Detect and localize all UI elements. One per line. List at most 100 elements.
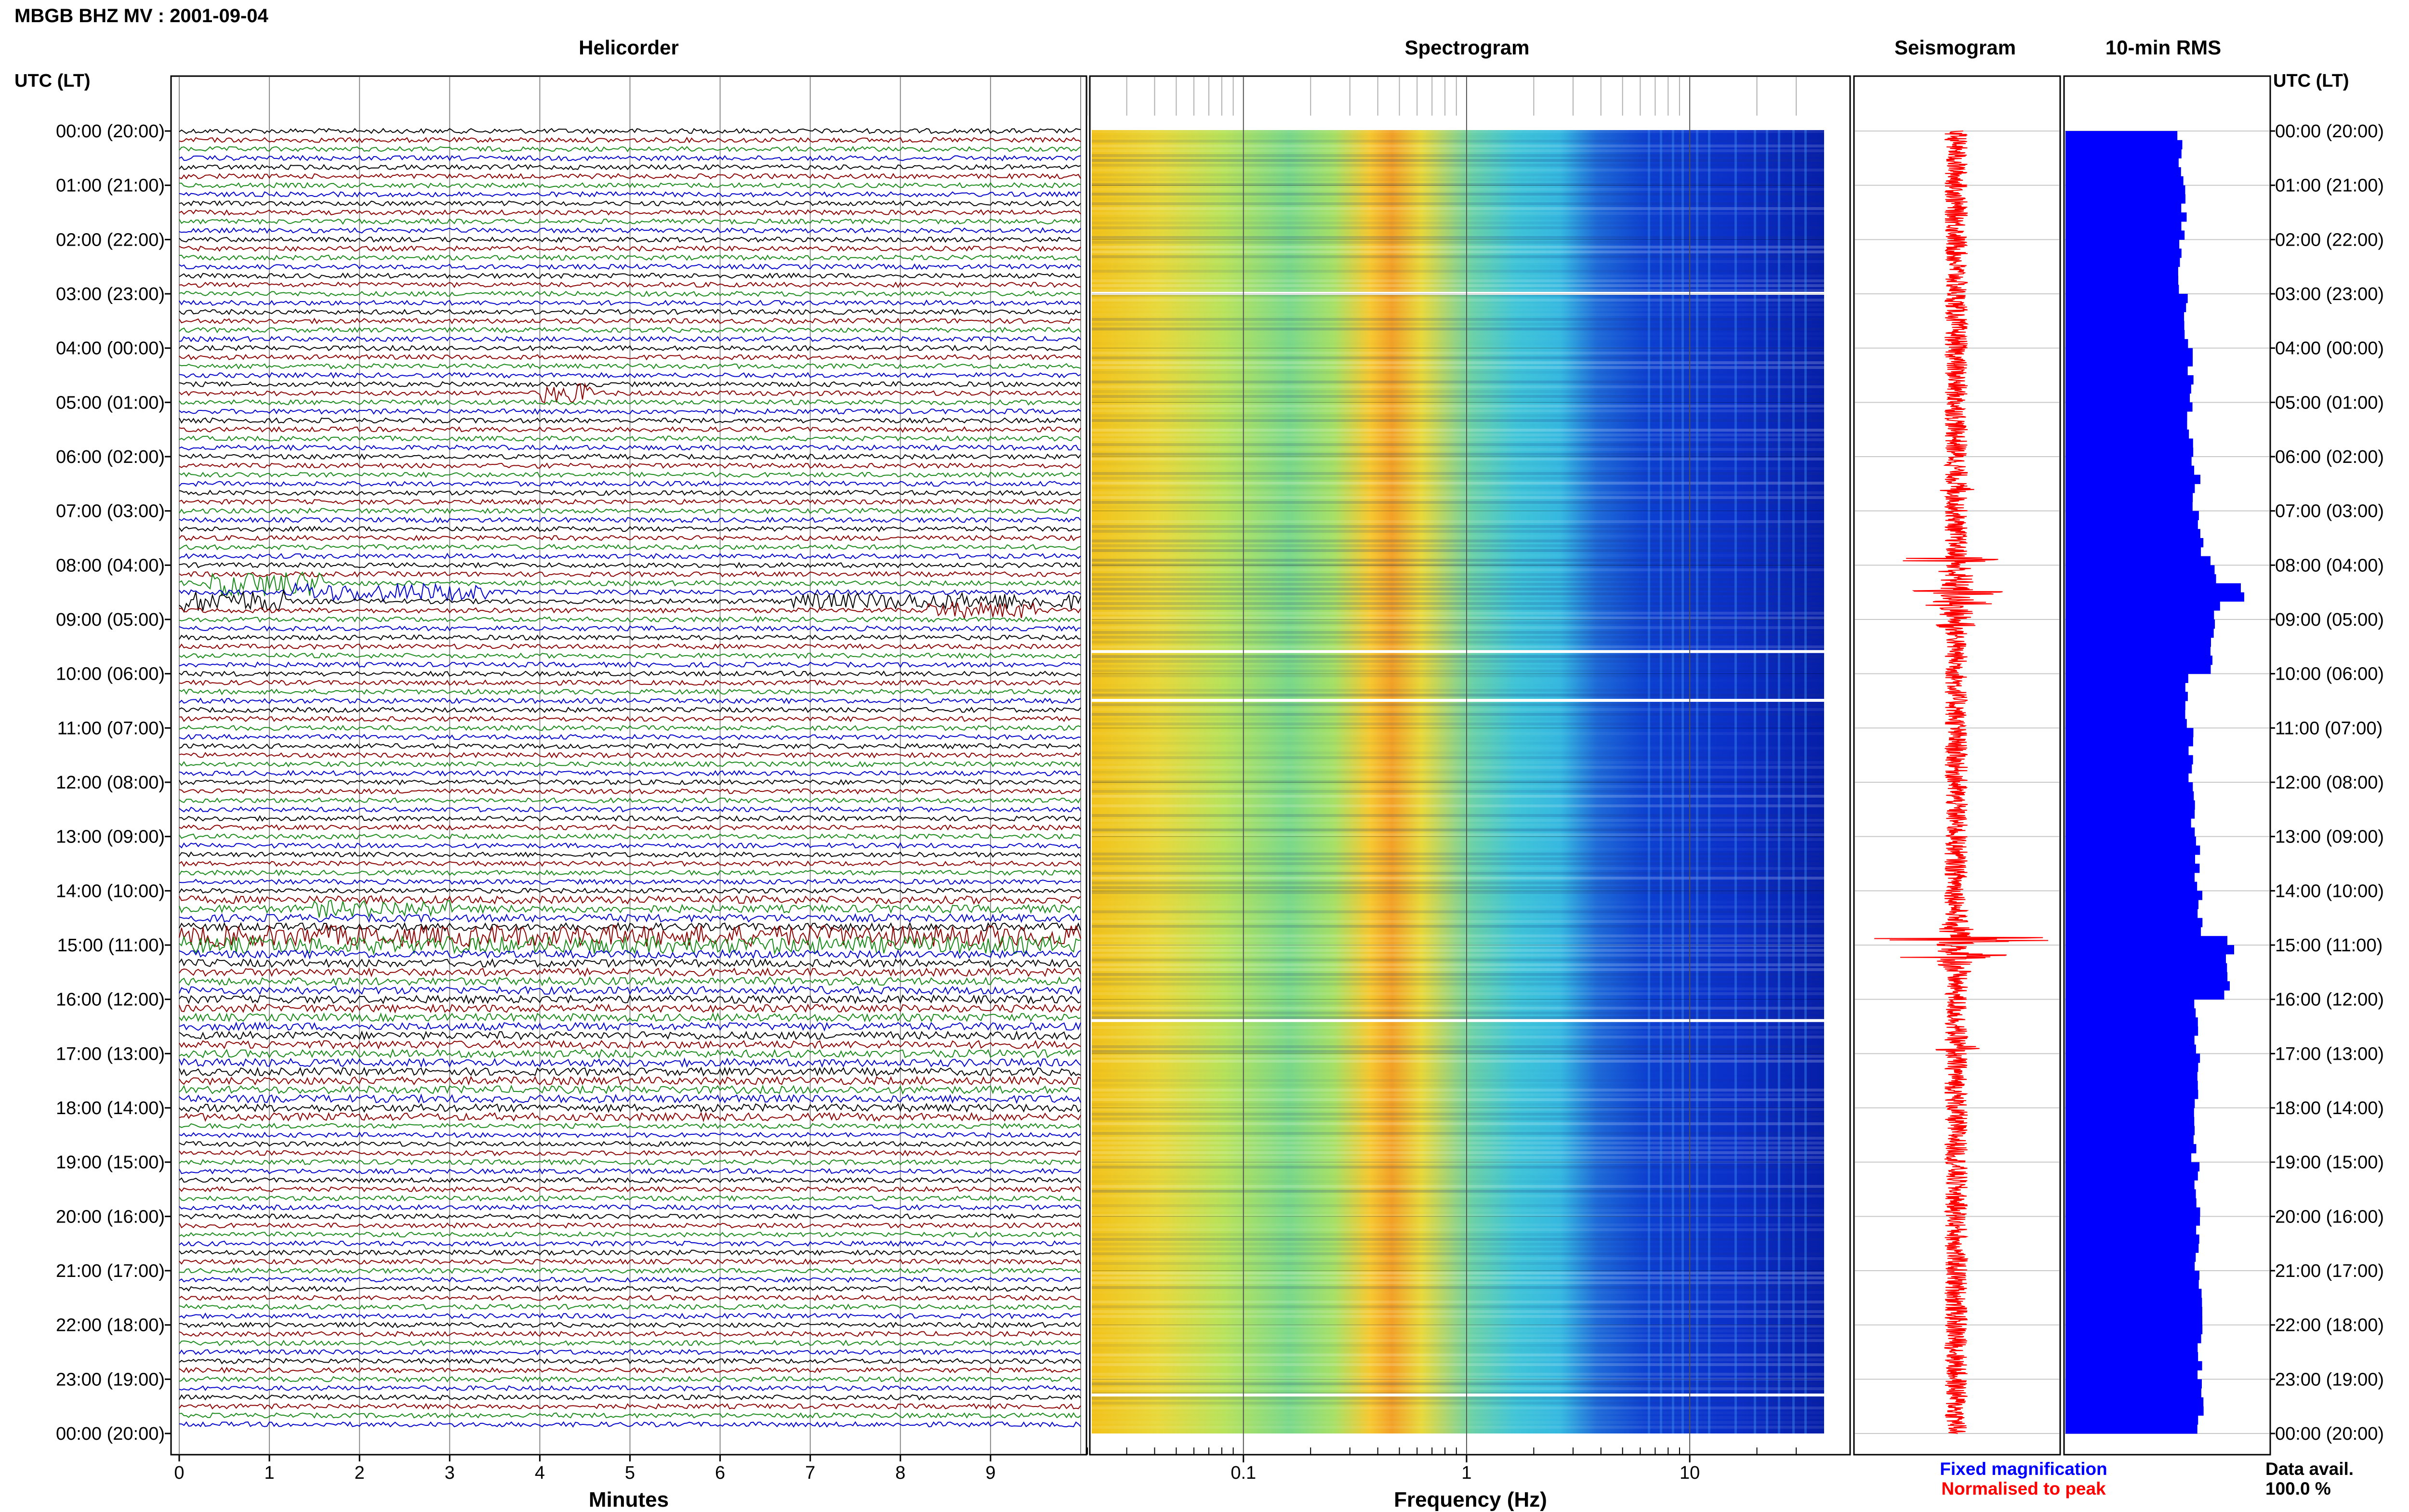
spectrogram-row	[1092, 968, 1824, 971]
spectrogram-row	[1092, 1127, 1824, 1130]
rms-bar	[2065, 176, 2184, 186]
spectrogram-row	[1092, 342, 1824, 345]
helicorder-trace-line	[179, 878, 1081, 885]
rms-bar	[2065, 954, 2226, 964]
helicorder-trace-line	[179, 290, 1081, 297]
helicorder-trace-line	[179, 643, 1081, 650]
spectrogram-row	[1092, 1180, 1824, 1183]
spectrogram-row	[1092, 530, 1824, 533]
spectrogram-row	[1092, 535, 1824, 538]
spectrogram-row	[1092, 419, 1824, 422]
helicorder-trace-line	[179, 1093, 1081, 1104]
helicorder-trace-line	[179, 625, 1081, 632]
spectrogram-row	[1092, 130, 1824, 133]
rms-bar	[2065, 891, 2202, 900]
helicorder-trace-line	[179, 308, 1081, 316]
rms-bar	[2065, 1053, 2200, 1063]
rms-bar	[2065, 1189, 2196, 1199]
rms-bar	[2065, 393, 2190, 403]
spectrogram-row	[1092, 1156, 1824, 1159]
rms-bar	[2065, 1424, 2197, 1434]
spectrogram-row	[1092, 1411, 1824, 1414]
spectrogram-row	[1092, 833, 1824, 836]
spectrogram-row	[1092, 231, 1824, 234]
page-title: MBGB BHZ MV : 2001-09-04	[14, 5, 269, 26]
time-axis-left: 00:00 (20:00) 01:00 (21:00) 02:00 (22:00) 0…	[56, 121, 172, 1444]
time-tick-label-left: 06:00 (02:00)	[56, 447, 165, 467]
minute-tick-label: 9	[985, 1463, 995, 1483]
helicorder-trace-line	[179, 582, 1081, 603]
spectrogram-harmonic-line	[1708, 130, 1710, 1433]
helicorder-trace-line	[179, 327, 1081, 333]
rms-bar	[2065, 1234, 2199, 1244]
spectrogram-harmonic-line	[1766, 130, 1768, 1433]
spectrogram-harmonic-line	[1778, 130, 1780, 1433]
spectrogram-data-gaps	[1092, 185, 1824, 1397]
time-tick-label-right: 11:00 (07:00)	[2275, 718, 2383, 738]
helicorder-trace-line	[179, 601, 1081, 620]
spectrogram-row	[1092, 906, 1824, 908]
rms-bar	[2065, 438, 2193, 448]
rms-bar	[2065, 185, 2185, 195]
helicorder-trace-line	[179, 145, 1081, 153]
spectrogram-row	[1092, 626, 1824, 629]
rms-bar	[2065, 565, 2215, 575]
helicorder-trace-line	[179, 254, 1081, 261]
spectrogram-panel: 0.1 1 10 Frequency (Hz)	[1087, 75, 1851, 1512]
spectrogram-row	[1092, 250, 1824, 253]
time-tick-label-right: 07:00 (03:00)	[2275, 501, 2384, 522]
helicorder-trace-line	[179, 967, 1081, 977]
time-tick-label-left: 23:00 (19:00)	[56, 1369, 165, 1390]
helicorder-trace-line	[179, 128, 1081, 134]
rms-bar	[2065, 936, 2227, 946]
time-tick-label-left: 22:00 (18:00)	[56, 1315, 165, 1336]
spectrogram-row	[1092, 1223, 1824, 1226]
rms-bar	[2065, 457, 2192, 466]
rms-bar	[2065, 656, 2212, 665]
spectrogram-row	[1092, 828, 1824, 831]
spectrogram-row	[1092, 987, 1824, 990]
helicorder-trace-line	[179, 489, 1081, 496]
time-tick-label-right: 16:00 (12:00)	[2275, 990, 2384, 1010]
rms-bar	[2065, 276, 2179, 285]
spectrogram-row	[1092, 1402, 1824, 1405]
spectrogram-harmonic-line	[1681, 130, 1684, 1433]
rms-bar	[2065, 1162, 2200, 1171]
frequency-tick-label: 1	[1461, 1463, 1471, 1483]
rms-panel	[2063, 75, 2271, 1456]
spectrogram-row	[1092, 1276, 1824, 1279]
spectrogram-row	[1092, 477, 1824, 480]
spectrogram-row	[1092, 583, 1824, 586]
spectrogram-row	[1092, 819, 1824, 822]
rms-bar	[2065, 249, 2182, 258]
spectrogram-row	[1092, 891, 1824, 894]
rms-bar	[2065, 1271, 2199, 1280]
spectrogram-row	[1092, 747, 1824, 749]
spectrogram-row	[1092, 1108, 1824, 1111]
spectrogram-row	[1092, 1036, 1824, 1039]
spectrogram-row	[1092, 689, 1824, 692]
rms-bar	[2065, 529, 2200, 539]
helicorder-title: Helicorder	[579, 36, 679, 59]
rms-bar	[2065, 1198, 2197, 1208]
helicorder-trace-line	[179, 1303, 1081, 1311]
time-tick-label-left: 05:00 (01:00)	[56, 393, 165, 413]
rms-bar	[2065, 330, 2185, 340]
minute-tick-label: 4	[535, 1463, 545, 1483]
helicorder-panel: 0 1 2 3 4 5 6 7 8 9 Minutes	[170, 75, 1087, 1512]
spectrogram-row	[1092, 959, 1824, 961]
spectrogram-row	[1092, 1084, 1824, 1087]
spectrogram-harmonic-line	[1660, 130, 1662, 1433]
rms-bar	[2065, 465, 2195, 475]
helicorder-trace-line	[179, 1084, 1081, 1095]
helicorder-trace-line	[179, 1231, 1081, 1238]
spectrogram-row	[1092, 265, 1824, 268]
seismogram-panel: Fixed magnification Normalised to peak	[1853, 75, 2107, 1499]
rms-bar	[2065, 1017, 2198, 1027]
spectrogram-row	[1092, 1329, 1824, 1332]
helicorder-trace-line	[179, 734, 1081, 740]
spectrogram-gap	[1092, 1394, 1824, 1397]
helicorder-trace-line	[179, 209, 1081, 216]
time-tick-label-left: 12:00 (08:00)	[56, 773, 165, 793]
spectrogram-row	[1092, 1089, 1824, 1091]
